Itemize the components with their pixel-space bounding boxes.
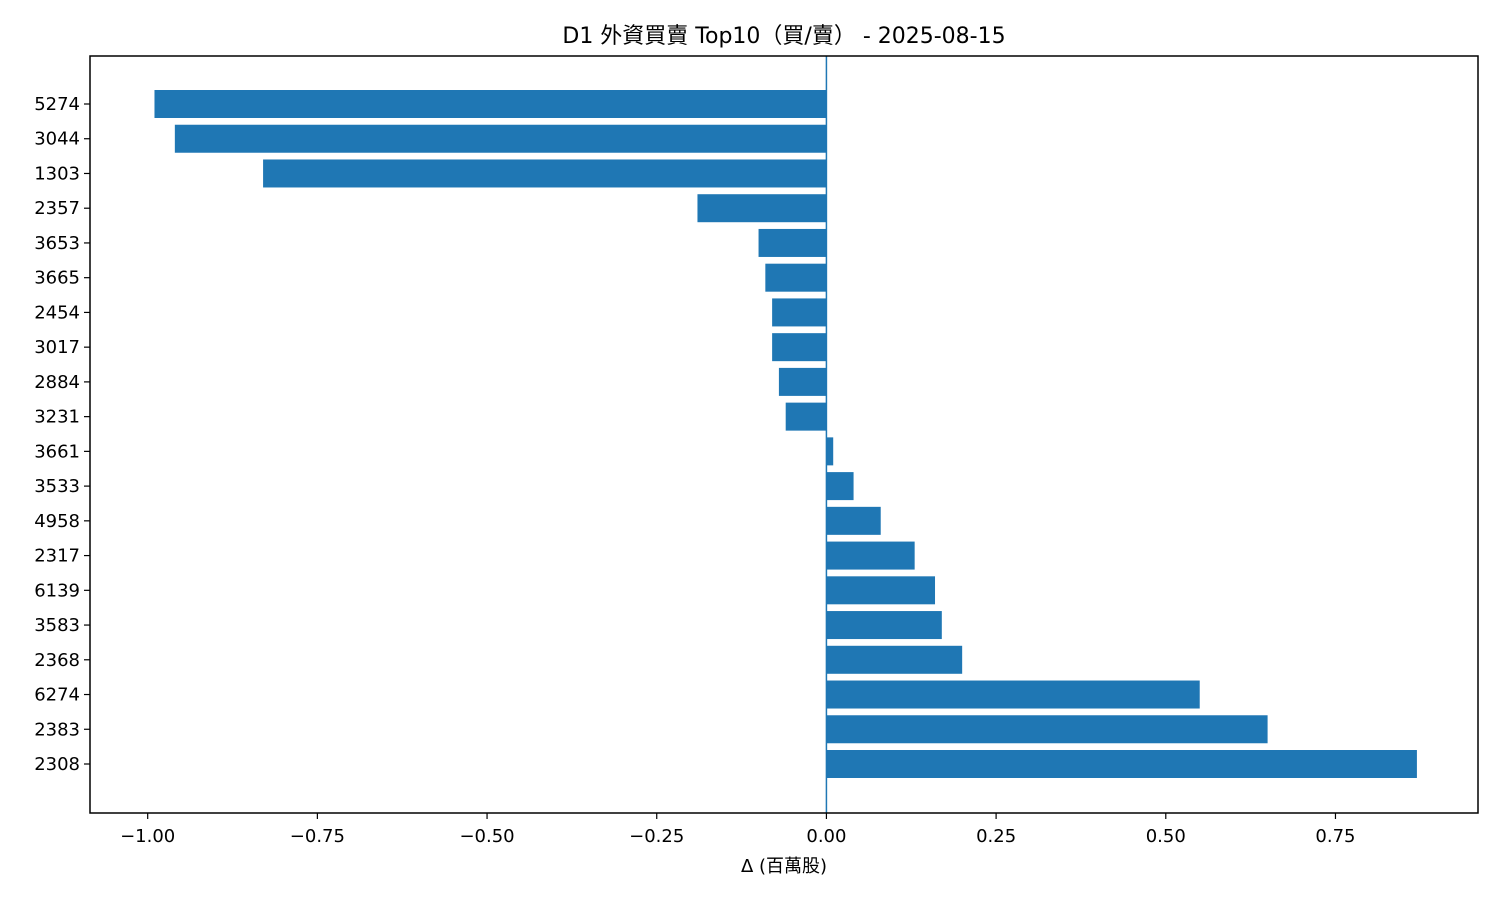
y-tick-label: 5274: [34, 94, 80, 115]
bar-2383: [826, 715, 1268, 744]
bar-2308: [826, 750, 1417, 778]
x-tick-label: 0.75: [1315, 826, 1355, 847]
x-ticks: −1.00 −0.75 −0.50 −0.25 0.00 0.25 0.50 0.75: [120, 813, 1356, 847]
y-tick-label: 3665: [34, 268, 80, 289]
bar-1303: [263, 159, 827, 188]
y-tick-label: 2368: [34, 650, 80, 671]
y-tick-label: 6274: [34, 685, 80, 706]
y-tick-label: 1303: [34, 163, 80, 184]
bar-3583: [826, 611, 942, 640]
bar-3533: [826, 472, 854, 501]
y-tick-label: 3533: [34, 476, 80, 497]
y-tick-label: 3044: [34, 129, 80, 150]
y-tick-label: 4958: [34, 511, 80, 532]
bar-3661: [826, 437, 834, 466]
plot-frame: [89, 55, 1479, 814]
y-tick-label: 3231: [34, 407, 80, 428]
bar-2317: [826, 541, 915, 570]
bar-3044: [174, 124, 827, 153]
y-tick-label: 2317: [34, 546, 80, 567]
bars-group: [154, 90, 1417, 778]
bar-5274: [154, 90, 827, 118]
bar-6274: [826, 680, 1200, 709]
x-axis-label: Δ (百萬股): [741, 856, 827, 877]
x-tick-label: −0.75: [290, 826, 345, 847]
x-tick-label: 0.00: [806, 826, 846, 847]
bar-3653: [758, 228, 827, 257]
y-tick-label: 2308: [34, 754, 80, 775]
y-tick-label: 3653: [34, 233, 80, 254]
y-tick-label: 2454: [34, 302, 80, 323]
y-tick-label: 3661: [34, 441, 80, 462]
y-tick-label: 3017: [34, 337, 80, 358]
bar-2454: [772, 298, 827, 327]
y-tick-label: 3583: [34, 615, 80, 636]
x-tick-label: −0.50: [459, 826, 514, 847]
x-tick-label: 0.50: [1146, 826, 1186, 847]
y-tick-label: 2357: [34, 198, 80, 219]
x-tick-label: −1.00: [120, 826, 175, 847]
bar-6139: [826, 576, 936, 605]
y-tick-label: 2884: [34, 372, 80, 393]
y-ticks: 5274 3044 1303 2357 3653 3665 2454 3017 2884 3231…: [34, 94, 90, 775]
bar-2357: [697, 194, 827, 223]
bar-4958: [826, 506, 881, 535]
y-tick-label: 2383: [34, 719, 80, 740]
bar-2884: [778, 367, 827, 396]
chart-title: D1 外資買賣 Top10（買/賣） - 2025-08-15: [562, 24, 1005, 49]
bar-2368: [826, 645, 963, 674]
x-tick-label: 0.25: [976, 826, 1016, 847]
y-tick-label: 6139: [34, 580, 80, 601]
bar-3017: [772, 333, 827, 362]
bar-3665: [765, 263, 827, 292]
bar-3231: [785, 402, 827, 431]
x-tick-label: −0.25: [629, 826, 684, 847]
